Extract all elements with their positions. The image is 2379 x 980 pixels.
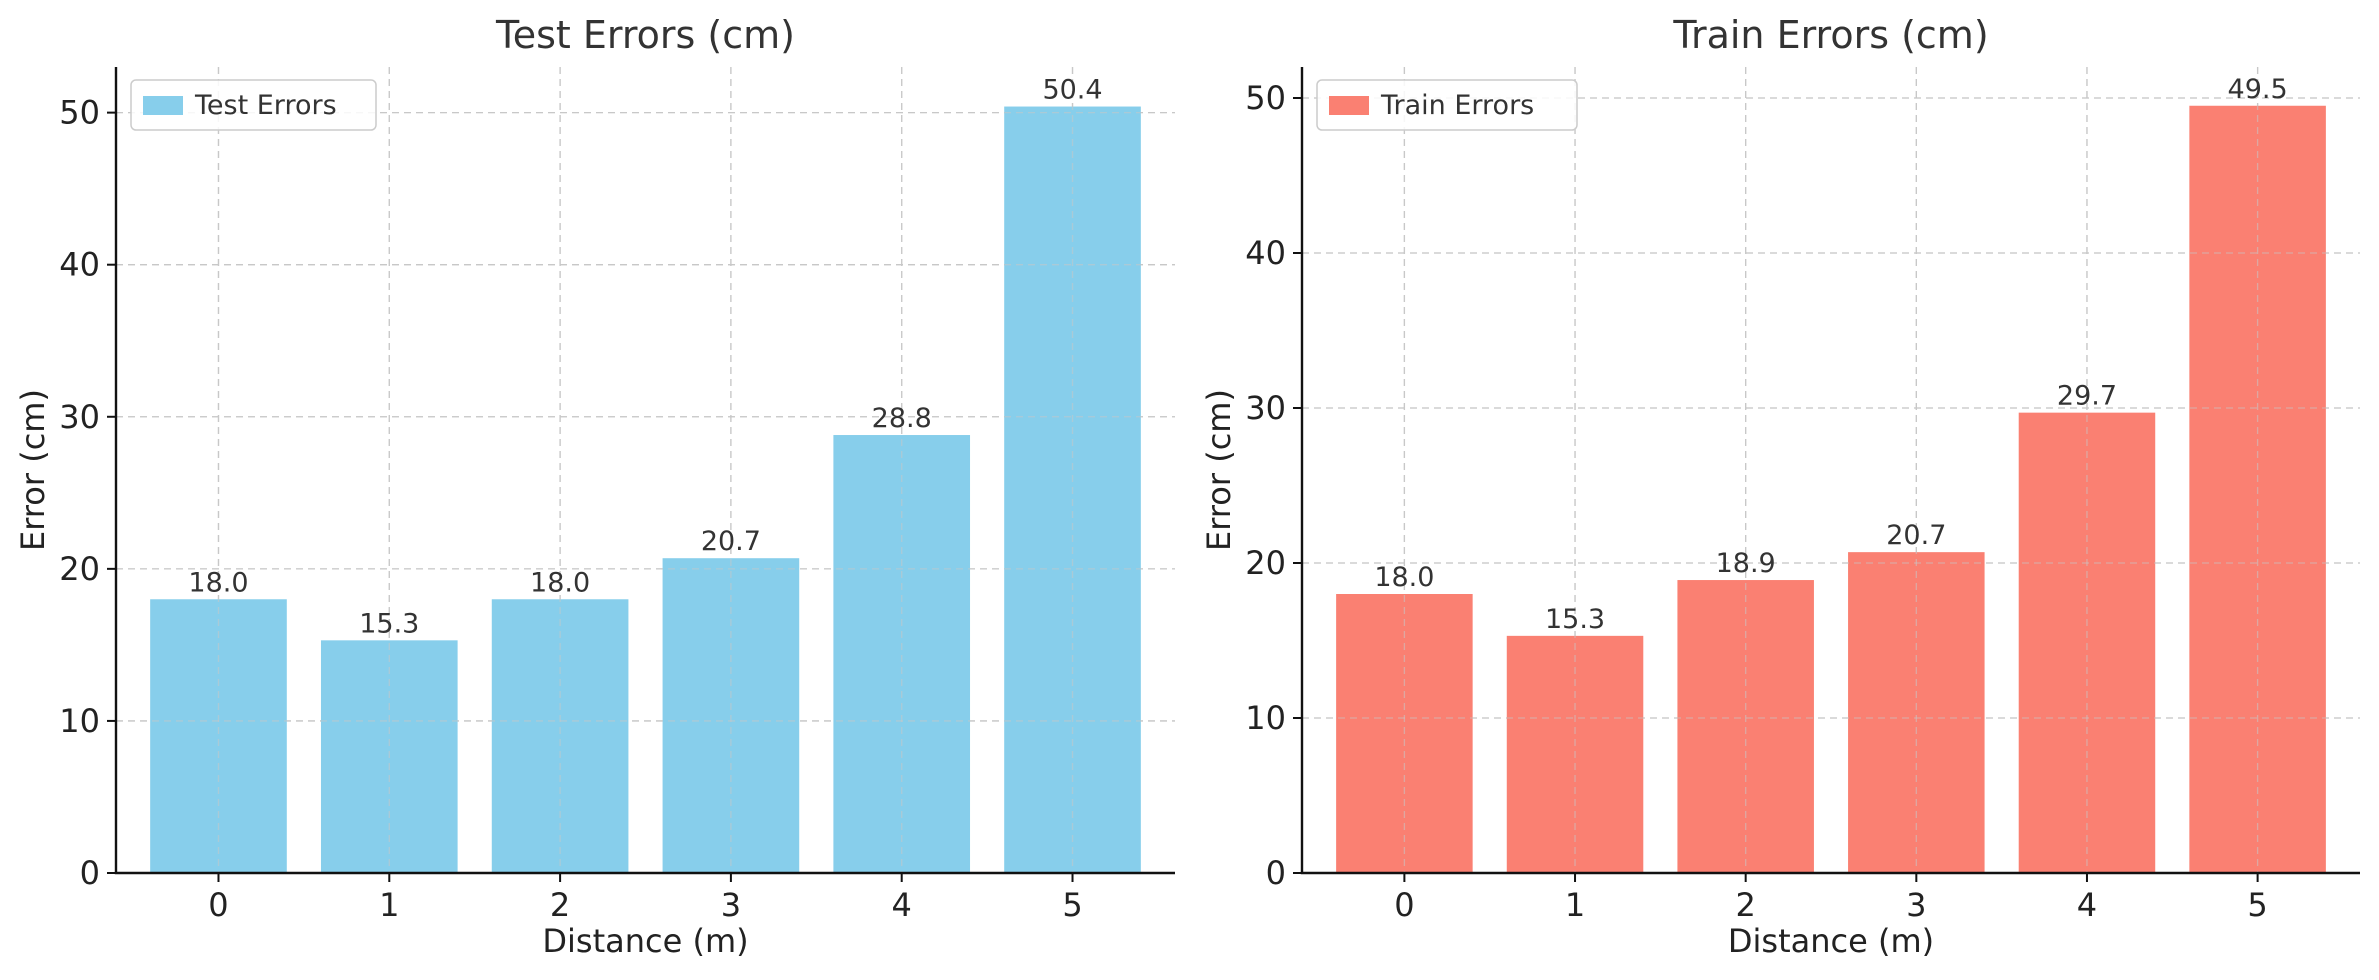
- legend-swatch: [1329, 96, 1369, 115]
- y-tick-label: 10: [1245, 699, 1286, 737]
- legend-box: [1316, 79, 1578, 131]
- bar-value-label: 29.7: [2057, 381, 2117, 412]
- x-axis-label: Distance (m): [1728, 922, 1934, 960]
- y-tick-label: 40: [1245, 234, 1286, 272]
- y-tick-label: 20: [1245, 544, 1286, 582]
- y-tick-label: 0: [1266, 854, 1286, 892]
- bar-value-label: 15.3: [359, 608, 419, 639]
- legend-box: [130, 79, 377, 131]
- x-tick-label: 3: [721, 886, 741, 924]
- y-tick-label: 50: [1245, 79, 1286, 117]
- train-errors-chart: 18.0 15.3 18.9 20.7 29.7 49.5 0 10 20 30 40 50 0 1 2 3 4…: [1200, 13, 2360, 960]
- test-errors-chart: 18.0 15.3 18.0 20.7 28.8 50.4 0 10 20 30 40 50 0 1 2 3 4…: [14, 13, 1175, 960]
- x-tick-label: 4: [2077, 886, 2097, 924]
- bar-value-label: 18.0: [1374, 562, 1434, 593]
- bar-value-label: 18.0: [188, 567, 248, 598]
- bar-value-label: 50.4: [1042, 75, 1102, 106]
- legend: Train Errors: [1316, 79, 1578, 131]
- legend-label: Train Errors: [1380, 90, 1534, 121]
- x-tick-label: 3: [1906, 886, 1926, 924]
- x-tick-label: 2: [1735, 886, 1755, 924]
- x-tick-label: 5: [2247, 886, 2267, 924]
- chart-title: Train Errors (cm): [1672, 13, 1988, 57]
- y-tick-label: 50: [59, 94, 100, 132]
- y-axis-label: Error (cm): [14, 389, 52, 551]
- y-tick-label: 10: [59, 702, 100, 740]
- x-tick-label: 0: [1394, 886, 1414, 924]
- y-axis-label: Error (cm): [1200, 389, 1238, 551]
- bar-value-label: 20.7: [701, 526, 761, 557]
- x-tick-label: 4: [892, 886, 912, 924]
- x-tick-label: 1: [379, 886, 399, 924]
- bar-0: [150, 599, 287, 873]
- legend-swatch: [143, 96, 183, 115]
- x-axis-label: Distance (m): [542, 922, 748, 960]
- legend: Test Errors: [130, 79, 377, 131]
- legend-label: Test Errors: [194, 90, 337, 121]
- bar-value-label: 20.7: [1886, 520, 1946, 551]
- bar-value-label: 28.8: [872, 403, 932, 434]
- bar-value-label: 18.0: [530, 567, 590, 598]
- y-tick-label: 30: [59, 398, 100, 436]
- bar-value-label: 15.3: [1545, 604, 1605, 635]
- y-tick-label: 30: [1245, 389, 1286, 427]
- chart-title: Test Errors (cm): [495, 13, 795, 57]
- y-tick-label: 20: [59, 550, 100, 588]
- x-tick-label: 0: [208, 886, 228, 924]
- bar-value-label: 18.9: [1716, 548, 1776, 579]
- x-tick-label: 5: [1062, 886, 1082, 924]
- bar-3: [1848, 552, 1985, 873]
- bar-value-label: 49.5: [2228, 74, 2288, 105]
- x-tick-label: 2: [550, 886, 570, 924]
- x-tick-label: 1: [1565, 886, 1585, 924]
- y-tick-label: 40: [59, 246, 100, 284]
- y-tick-label: 0: [80, 854, 100, 892]
- bar-2: [491, 599, 629, 873]
